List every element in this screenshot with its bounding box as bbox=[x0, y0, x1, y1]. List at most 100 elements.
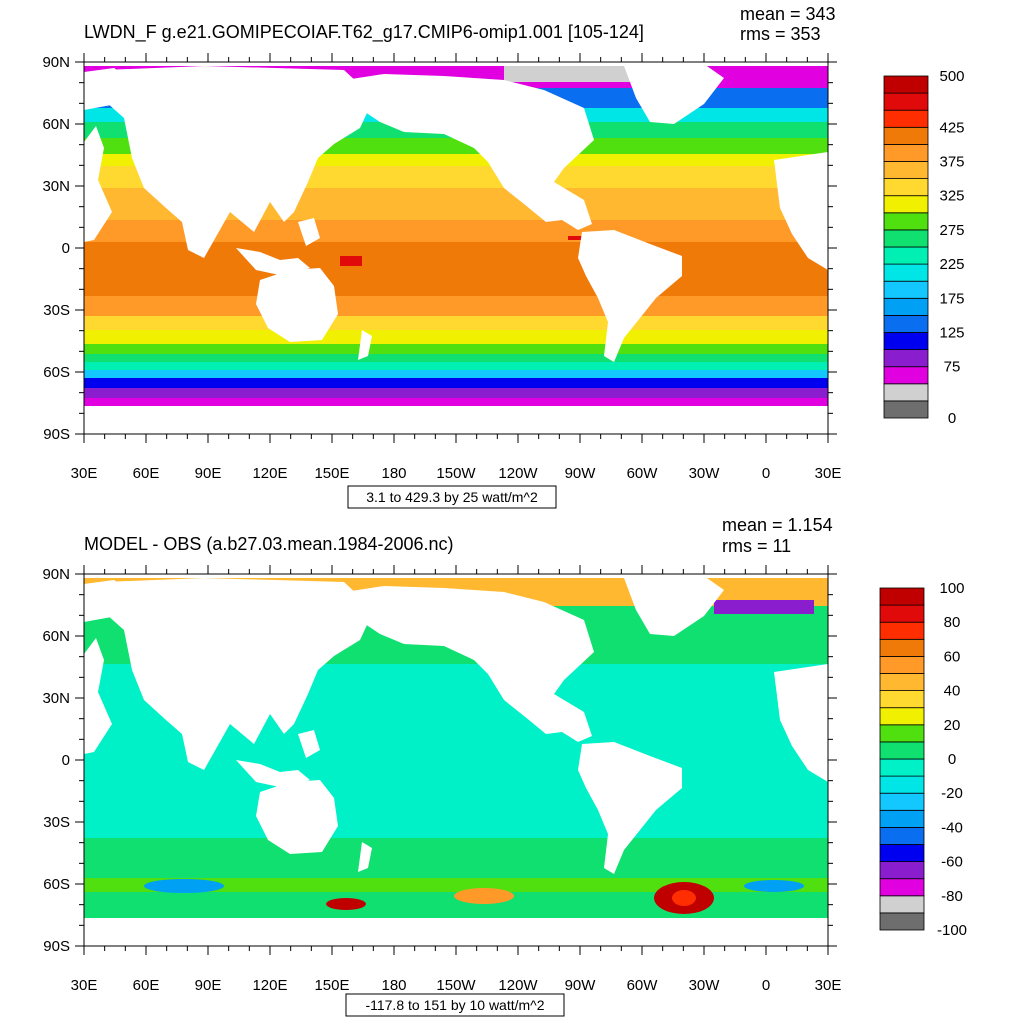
lon-label: 0 bbox=[762, 465, 770, 482]
colorbar-label: 325 bbox=[939, 188, 964, 205]
colorbar-top bbox=[883, 75, 929, 419]
rms-stat: rms = 353 bbox=[740, 24, 821, 44]
lon-label: 30W bbox=[689, 977, 721, 994]
lon-label: 60E bbox=[133, 977, 160, 994]
range-note-text: 3.1 to 429.3 by 25 watt/m^2 bbox=[366, 489, 538, 505]
lon-label: 90E bbox=[195, 465, 222, 482]
colorbar-box bbox=[883, 75, 929, 94]
colorbar-box bbox=[883, 400, 929, 419]
colorbar-box bbox=[883, 366, 929, 385]
colorbar-box bbox=[883, 92, 929, 111]
range-note-top: 3.1 to 429.3 by 25 watt/m^2 bbox=[347, 485, 557, 509]
colorbar-label: -40 bbox=[941, 819, 963, 836]
colorbar-label: 175 bbox=[939, 290, 964, 307]
lon-label: 90W bbox=[565, 465, 597, 482]
panel-title: MODEL - OBS (a.b27.03.mean.1984-2006.nc) bbox=[84, 534, 454, 554]
colorbar-box bbox=[879, 878, 925, 897]
colorbar-box bbox=[883, 161, 929, 180]
colorbar-box bbox=[883, 195, 929, 214]
colorbar-box bbox=[879, 775, 925, 794]
colorbar-label: -80 bbox=[941, 888, 963, 905]
lat-label: 0 bbox=[62, 752, 70, 769]
lon-label: 90E bbox=[195, 977, 222, 994]
colorbar-box bbox=[883, 109, 929, 128]
colorbar-box bbox=[879, 844, 925, 863]
lat-label: 90S bbox=[43, 938, 70, 955]
colorbar-box bbox=[879, 638, 925, 657]
colorbar-label: 20 bbox=[944, 717, 961, 734]
lon-label: 180 bbox=[381, 465, 406, 482]
colorbar-box bbox=[879, 587, 925, 606]
lon-label: 30E bbox=[71, 977, 98, 994]
range-note-text: -117.8 to 151 by 10 watt/m^2 bbox=[365, 997, 544, 1013]
colorbar-label: 275 bbox=[939, 222, 964, 239]
colorbar-box bbox=[879, 861, 925, 880]
lon-labels-bottom: 30E 60E 90E 120E 150E 180 150W 120W 90W 60W 30W 0 30… bbox=[71, 977, 842, 994]
lon-label: 150E bbox=[314, 465, 349, 482]
colorbar-label: 500 bbox=[939, 68, 964, 85]
colorbar-box bbox=[879, 621, 925, 640]
colorbar-box bbox=[879, 690, 925, 709]
colorbar-box bbox=[883, 349, 929, 368]
lat-label: 30N bbox=[42, 690, 70, 707]
colorbar-box bbox=[879, 673, 925, 692]
colorbar-label: 75 bbox=[944, 359, 961, 376]
lat-label: 30S bbox=[43, 302, 70, 319]
colorbar-label: -20 bbox=[941, 785, 963, 802]
lat-label: 90N bbox=[42, 54, 70, 71]
range-note-bottom: -117.8 to 151 by 10 watt/m^2 bbox=[345, 993, 565, 1017]
colorbar-box bbox=[883, 263, 929, 282]
lon-label: 150W bbox=[436, 977, 476, 994]
colorbar-labels-top: 500 425 375 325 275 225 175 125 75 0 bbox=[939, 68, 964, 427]
colorbar-box bbox=[883, 126, 929, 145]
colorbar-box bbox=[883, 246, 929, 265]
lat-label: 60N bbox=[42, 116, 70, 133]
lon-label: 60W bbox=[627, 977, 659, 994]
lon-label: 60W bbox=[627, 465, 659, 482]
lon-label: 30W bbox=[689, 465, 721, 482]
lon-label: 150E bbox=[314, 977, 349, 994]
lat-label: 30N bbox=[42, 178, 70, 195]
colorbar-label: 80 bbox=[944, 614, 961, 631]
lat-labels-top: 90N 60N 30N 0 30S 60S 90S bbox=[42, 54, 70, 443]
lon-labels-top: 30E 60E 90E 120E 150E 180 150W 120W 90W 60W 30W 0 30… bbox=[71, 465, 842, 482]
mean-stat: mean = 1.154 bbox=[722, 515, 833, 535]
colorbar-label: 225 bbox=[939, 256, 964, 273]
lon-label: 30E bbox=[71, 465, 98, 482]
colorbar-box bbox=[879, 912, 925, 931]
colorbar-box bbox=[883, 143, 929, 162]
colorbar-box bbox=[883, 178, 929, 197]
lat-label: 60S bbox=[43, 364, 70, 381]
panel-title: LWDN_F g.e21.GOMIPECOIAF.T62_g17.CMIP6-o… bbox=[84, 22, 644, 43]
colorbar-box bbox=[879, 707, 925, 726]
map-ticks-top bbox=[75, 53, 837, 443]
colorbar-label: 375 bbox=[939, 154, 964, 171]
lat-label: 30S bbox=[43, 814, 70, 831]
colorbar-label: 40 bbox=[944, 683, 961, 700]
colorbar-label: 60 bbox=[944, 648, 961, 665]
colorbar-box bbox=[883, 212, 929, 231]
colorbar-box bbox=[879, 809, 925, 828]
colorbar-box bbox=[879, 724, 925, 743]
colorbar-box bbox=[879, 792, 925, 811]
lon-label: 30E bbox=[815, 465, 842, 482]
map-ticks-bottom bbox=[75, 565, 837, 955]
lon-label: 120E bbox=[252, 465, 287, 482]
colorbar-label: 0 bbox=[948, 751, 956, 768]
colorbar-box bbox=[883, 383, 929, 402]
lat-label: 60N bbox=[42, 628, 70, 645]
lon-label: 30E bbox=[815, 977, 842, 994]
colorbar-box bbox=[879, 758, 925, 777]
colorbar-label: -100 bbox=[937, 922, 967, 939]
map-panel-top bbox=[75, 53, 837, 443]
lon-label: 120E bbox=[252, 977, 287, 994]
ocean-field-top bbox=[84, 62, 828, 434]
colorbar-box bbox=[879, 827, 925, 845]
lon-label: 150W bbox=[436, 465, 476, 482]
colorbar-label: 0 bbox=[948, 410, 956, 427]
lon-label: 90W bbox=[565, 977, 597, 994]
lat-label: 90S bbox=[43, 426, 70, 443]
colorbar-label: -60 bbox=[941, 854, 963, 871]
mean-stat: mean = 343 bbox=[740, 4, 836, 24]
